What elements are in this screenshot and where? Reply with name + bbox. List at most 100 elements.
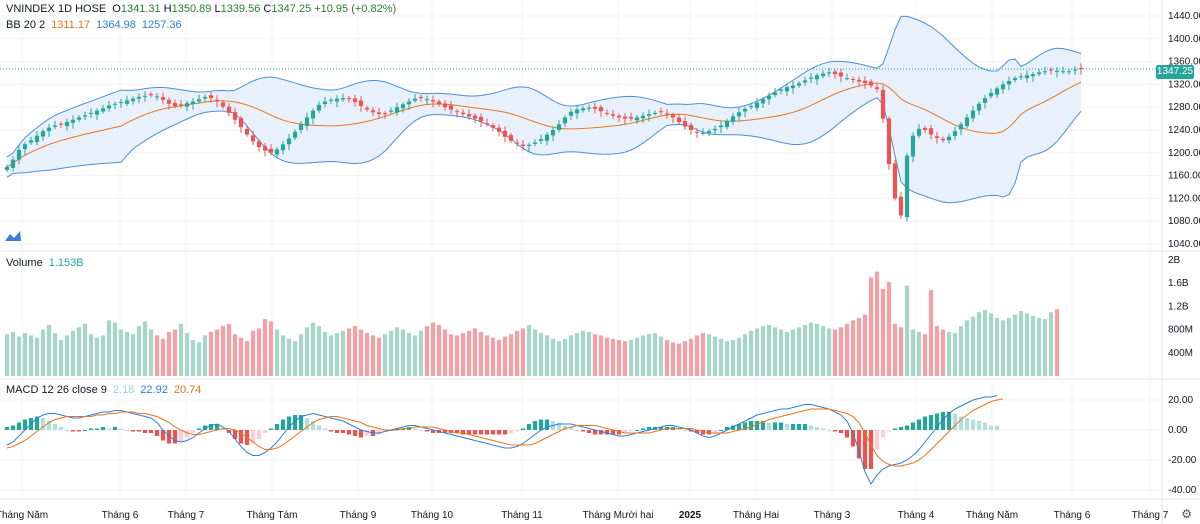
volume-bar: [1030, 315, 1036, 376]
candle-body: [670, 114, 676, 118]
candle-body: [964, 117, 970, 127]
candle-body: [580, 108, 586, 111]
candle-body: [376, 112, 382, 115]
symbol-title[interactable]: VNINDEX 1D HOSE: [6, 3, 107, 15]
candle-body: [478, 116, 484, 122]
volume-bar: [52, 333, 58, 376]
macd-hist-bar: [676, 428, 682, 430]
volume-bar: [280, 335, 286, 376]
volume-bar: [508, 334, 514, 376]
candle-body: [724, 120, 730, 128]
volume-bar: [580, 330, 586, 376]
tradingview-logo-icon[interactable]: [4, 229, 22, 243]
candle-body: [460, 112, 466, 115]
candle-body: [436, 101, 442, 105]
candle-body: [886, 118, 892, 165]
candle-body: [862, 80, 868, 84]
macd-hist-bar: [880, 430, 886, 438]
macd-hist-bar: [922, 416, 928, 430]
candle-body: [742, 108, 748, 112]
volume-bar: [298, 334, 304, 376]
volume-bar: [448, 334, 454, 376]
candle-body: [220, 102, 226, 107]
candle-body: [280, 144, 286, 151]
volume-bar: [712, 336, 718, 376]
volume-bar: [838, 327, 844, 376]
macd-hist-bar: [400, 428, 406, 430]
macd-hist-bar: [412, 428, 418, 430]
volume-bar: [664, 340, 670, 376]
volume-bar: [460, 333, 466, 376]
macd-hist-bar: [598, 430, 604, 435]
candle-body: [652, 112, 658, 114]
volume-bar: [70, 330, 76, 376]
gear-icon[interactable]: ⚙: [1181, 507, 1192, 521]
volume-bar: [880, 289, 886, 376]
volume-bar: [118, 329, 124, 376]
macd-hist-bar: [808, 425, 814, 430]
macd-hist-bar: [154, 430, 160, 436]
macd-line: [6, 395, 998, 485]
candle-body: [304, 117, 310, 127]
macd-hist-bar: [16, 422, 22, 430]
price-tick-label: 1280.00: [1168, 102, 1200, 113]
price-tick-label: 1200.00: [1168, 148, 1200, 159]
macd-hist-bar: [424, 430, 430, 432]
volume-bar: [112, 322, 118, 376]
macd-hist-bar: [112, 427, 118, 430]
macd-legend[interactable]: MACD 12 26 close 9 2.18 22.92 20.74: [6, 384, 202, 396]
volume-bar: [562, 338, 568, 376]
macd-hist-bar: [724, 427, 730, 430]
macd-hist-bar: [76, 430, 82, 432]
candle-body: [952, 131, 958, 136]
volume-bar: [370, 335, 376, 376]
candle-body: [622, 116, 628, 119]
macd-hist-bar: [682, 430, 688, 431]
macd-signal-line: [6, 398, 1004, 467]
volume-bar: [184, 333, 190, 376]
volume-legend[interactable]: Volume 1.153B: [6, 257, 84, 269]
candle-body: [88, 112, 94, 114]
volume-bar: [1048, 312, 1054, 376]
candle-body: [544, 134, 550, 141]
volume-bar: [988, 313, 994, 376]
volume-bar: [214, 329, 220, 376]
bb-legend[interactable]: BB 20 2 1311.17 1364.98 1257.36: [6, 19, 182, 31]
volume-bar: [802, 324, 808, 376]
candle-body: [772, 92, 778, 95]
candle-body: [364, 107, 370, 110]
volume-bar: [232, 334, 238, 376]
candle-body: [604, 112, 610, 114]
candle-body: [712, 128, 718, 131]
macd-hist-bar: [208, 424, 214, 430]
macd-hist-bar: [100, 427, 106, 430]
volume-bar: [496, 340, 502, 376]
candle-body: [472, 115, 478, 119]
candle-body: [814, 75, 820, 80]
volume-bar: [100, 335, 106, 376]
macd-hist-bar: [586, 430, 592, 433]
macd-hist-bar: [520, 428, 526, 430]
candle-body: [508, 135, 514, 141]
volume-bar: [670, 342, 676, 376]
candle-body: [178, 104, 184, 106]
macd-hist-bar: [556, 422, 562, 430]
volume-bar: [430, 322, 436, 376]
volume-bar: [16, 336, 22, 376]
macd-hist-bar: [760, 421, 766, 430]
volume-bar: [388, 330, 394, 376]
volume-bar: [436, 324, 442, 376]
macd-hist-bar: [592, 430, 598, 435]
candle-body: [430, 100, 436, 102]
candle-body: [502, 130, 508, 137]
volume-bar: [418, 330, 424, 376]
macd-hist-bar: [502, 430, 508, 435]
x-tick-label: Tháng 7: [168, 510, 205, 521]
price-tick-label: 1040.00: [1168, 239, 1200, 250]
macd-hist-bar: [706, 430, 712, 435]
candle-body: [760, 99, 766, 104]
volume-bar: [58, 340, 64, 376]
x-tick-label: Tháng Năm: [966, 510, 1018, 521]
